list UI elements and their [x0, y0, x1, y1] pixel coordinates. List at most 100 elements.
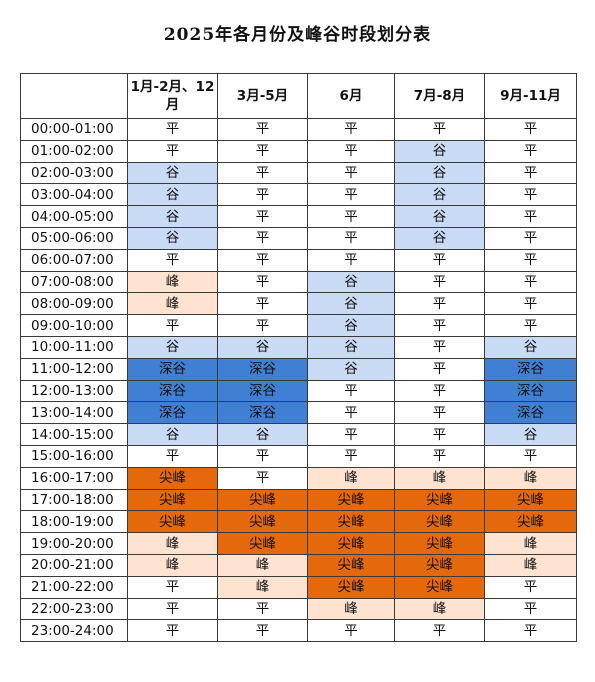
tariff-level-cell: 平: [394, 401, 485, 425]
tariff-level-cell: 平: [307, 161, 395, 185]
tariff-level-cell: 深谷: [484, 379, 577, 403]
tariff-level-cell: 谷: [307, 270, 395, 294]
tariff-level-cell: 平: [307, 139, 395, 163]
tariff-level-cell: 尖峰: [127, 466, 218, 490]
tariff-level-cell: 平: [484, 575, 577, 599]
table-row: 23:00-24:00 平平平平平: [20, 619, 577, 643]
time-slot-cell: 13:00-14:00: [20, 401, 128, 425]
header-corner: [20, 73, 128, 119]
tariff-level-cell: 平: [217, 183, 308, 207]
tariff-level-cell: 平: [484, 314, 577, 337]
tariff-level-cell: 平: [217, 161, 308, 185]
tariff-level-cell: 尖峰: [307, 532, 395, 555]
table-row: 21:00-22:00 平峰尖峰 尖峰平: [20, 575, 577, 599]
tariff-level-cell: 峰: [127, 532, 218, 555]
tariff-level-cell: 平: [217, 292, 308, 316]
tariff-level-cell: 平: [307, 226, 395, 250]
time-slot-cell: 23:00-24:00: [20, 619, 128, 643]
tariff-level-cell: 深谷: [217, 379, 308, 403]
tariff-level-cell: 谷: [307, 314, 395, 337]
tariff-level-cell: 平: [484, 444, 577, 468]
tariff-level-cell: 平: [307, 619, 395, 643]
tariff-level-cell: 尖峰: [394, 553, 485, 577]
tariff-level-cell: 谷: [394, 139, 485, 163]
time-slot-cell: 21:00-22:00: [20, 575, 128, 599]
tariff-level-cell: 峰: [394, 597, 485, 621]
tariff-level-cell: 平: [127, 248, 218, 272]
time-slot-cell: 05:00-06:00: [20, 226, 128, 250]
tariff-level-cell: 谷: [307, 357, 395, 381]
time-slot-cell: 01:00-02:00: [20, 139, 128, 163]
tariff-level-cell: 平: [217, 248, 308, 272]
table-row: 13:00-14:00 深谷 深谷平平深谷: [20, 401, 577, 425]
tariff-level-cell: 谷: [307, 335, 395, 359]
table-row: 14:00-15:00 谷谷平平谷: [20, 423, 577, 446]
header-jul-aug: 7月-8月: [394, 73, 485, 119]
time-slot-cell: 11:00-12:00: [20, 357, 128, 381]
time-slot-cell: 12:00-13:00: [20, 379, 128, 403]
tariff-level-cell: 谷: [127, 183, 218, 207]
tariff-level-cell: 平: [394, 270, 485, 294]
tariff-level-cell: 平: [217, 139, 308, 163]
table-row: 20:00-21:00 峰峰尖峰 尖峰峰: [20, 553, 577, 577]
tariff-level-cell: 谷: [394, 205, 485, 228]
tariff-level-cell: 平: [127, 314, 218, 337]
header-jun: 6月: [307, 73, 395, 119]
tariff-level-cell: 峰: [127, 553, 218, 577]
table-body: 00:00-01:00 平平平平平 01:00-02:00 平平平谷平 02:00-03…: [20, 118, 577, 643]
tariff-level-cell: 平: [127, 139, 218, 163]
table-row: 17:00-18:00 尖峰 尖峰 尖峰 尖峰 尖峰: [20, 488, 577, 512]
tariff-level-cell: 平: [217, 619, 308, 643]
table-row: 09:00-10:00 平平谷平平: [20, 314, 577, 337]
tariff-level-cell: 深谷: [217, 401, 308, 425]
time-slot-cell: 15:00-16:00: [20, 444, 128, 468]
table-row: 22:00-23:00 平平峰峰平: [20, 597, 577, 621]
tariff-level-cell: 谷: [127, 423, 218, 446]
tariff-level-cell: 平: [484, 597, 577, 621]
tariff-level-cell: 平: [394, 314, 485, 337]
header-mar-may: 3月-5月: [217, 73, 308, 119]
tariff-level-cell: 平: [484, 139, 577, 163]
tariff-level-cell: 峰: [484, 553, 577, 577]
tariff-level-cell: 谷: [394, 183, 485, 207]
tariff-level-cell: 平: [127, 597, 218, 621]
tariff-level-cell: 尖峰: [307, 510, 395, 534]
tariff-level-cell: 谷: [127, 205, 218, 228]
tariff-level-cell: 平: [394, 335, 485, 359]
tariff-level-cell: 平: [484, 205, 577, 228]
table-row: 03:00-04:00 谷平平谷平: [20, 183, 577, 207]
tariff-level-cell: 平: [307, 248, 395, 272]
tariff-level-cell: 尖峰: [484, 510, 577, 534]
tariff-level-cell: 尖峰: [217, 488, 308, 512]
tariff-level-cell: 平: [127, 444, 218, 468]
table-row: 15:00-16:00 平平平平平: [20, 444, 577, 468]
tariff-level-cell: 平: [307, 183, 395, 207]
table-row: 02:00-03:00 谷平平谷平: [20, 161, 577, 185]
tariff-level-cell: 平: [217, 205, 308, 228]
tariff-level-cell: 峰: [217, 553, 308, 577]
tariff-level-cell: 尖峰: [394, 510, 485, 534]
tariff-level-cell: 平: [217, 466, 308, 490]
table-row: 06:00-07:00 平平平平平: [20, 248, 577, 272]
time-slot-cell: 19:00-20:00: [20, 532, 128, 555]
tariff-level-cell: 谷: [307, 292, 395, 316]
tariff-level-cell: 平: [217, 270, 308, 294]
table-row: 16:00-17:00 尖峰平峰峰峰: [20, 466, 577, 490]
tariff-level-cell: 平: [484, 161, 577, 185]
tariff-level-cell: 深谷: [217, 357, 308, 381]
tariff-level-cell: 峰: [307, 466, 395, 490]
time-slot-cell: 02:00-03:00: [20, 161, 128, 185]
tariff-level-cell: 峰: [127, 270, 218, 294]
tariff-level-cell: 平: [484, 619, 577, 643]
tariff-level-cell: 尖峰: [217, 532, 308, 555]
header-sep-nov: 9月-11月: [484, 73, 577, 119]
tariff-level-cell: 谷: [127, 161, 218, 185]
tariff-level-cell: 平: [217, 314, 308, 337]
table-row: 19:00-20:00 峰尖峰 尖峰 尖峰峰: [20, 532, 577, 555]
tariff-level-cell: 平: [484, 226, 577, 250]
time-slot-cell: 17:00-18:00: [20, 488, 128, 512]
tariff-level-cell: 峰: [127, 292, 218, 316]
table-row: 18:00-19:00 尖峰 尖峰 尖峰 尖峰 尖峰: [20, 510, 577, 534]
tariff-level-cell: 平: [307, 401, 395, 425]
tariff-level-cell: 平: [394, 619, 485, 643]
